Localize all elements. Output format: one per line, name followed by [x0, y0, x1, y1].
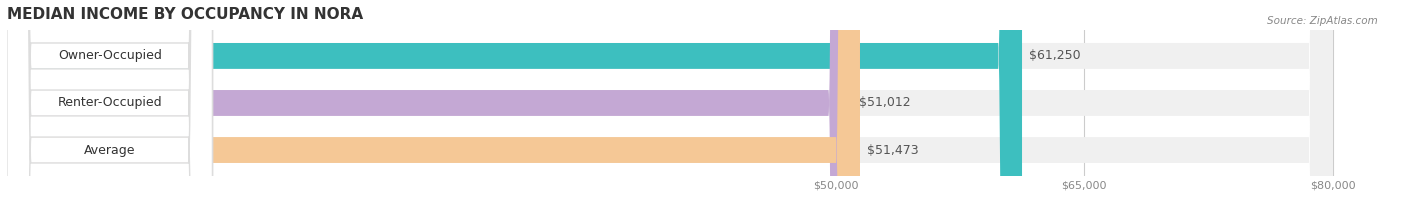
FancyBboxPatch shape	[7, 0, 212, 197]
FancyBboxPatch shape	[7, 0, 852, 197]
Text: $61,250: $61,250	[1029, 49, 1080, 62]
Text: $51,473: $51,473	[866, 144, 918, 156]
Text: Owner-Occupied: Owner-Occupied	[58, 49, 162, 62]
FancyBboxPatch shape	[7, 0, 1333, 197]
FancyBboxPatch shape	[7, 0, 1333, 197]
Text: Average: Average	[84, 144, 135, 156]
FancyBboxPatch shape	[7, 0, 212, 197]
Text: Renter-Occupied: Renter-Occupied	[58, 97, 162, 110]
FancyBboxPatch shape	[7, 0, 860, 197]
Text: Source: ZipAtlas.com: Source: ZipAtlas.com	[1267, 16, 1378, 26]
FancyBboxPatch shape	[7, 0, 1333, 197]
Text: $51,012: $51,012	[859, 97, 911, 110]
Text: MEDIAN INCOME BY OCCUPANCY IN NORA: MEDIAN INCOME BY OCCUPANCY IN NORA	[7, 7, 363, 22]
FancyBboxPatch shape	[7, 0, 212, 197]
FancyBboxPatch shape	[7, 0, 1022, 197]
